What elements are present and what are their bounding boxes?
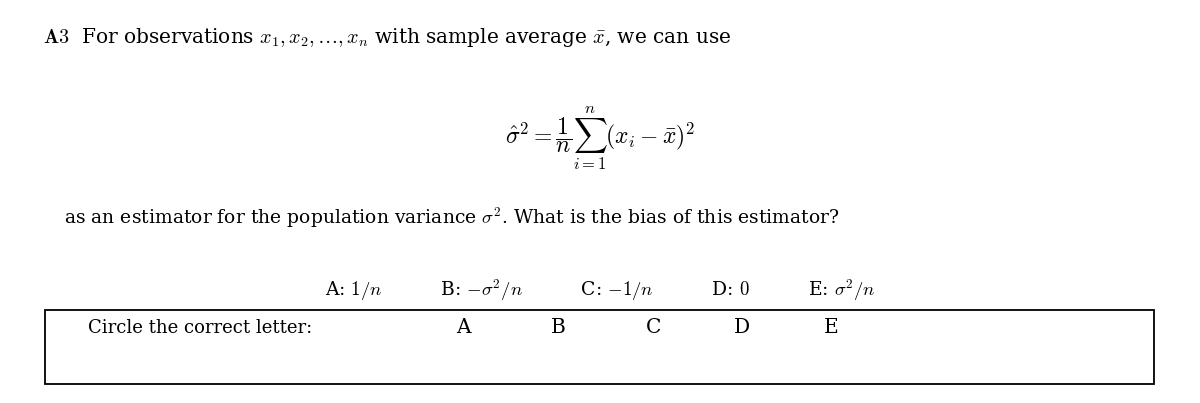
Text: Circle the correct letter:: Circle the correct letter: bbox=[88, 319, 312, 337]
Text: B: B bbox=[551, 318, 566, 337]
FancyBboxPatch shape bbox=[44, 310, 1154, 384]
Text: A: $1/n$          B: $-\sigma^2/n$          C: $-1/n$          D: $0$          E: A: $1/n$ B: $-\sigma^2/n$ C: $-1/n$ D: $… bbox=[325, 277, 875, 303]
Text: E: E bbox=[824, 318, 839, 337]
Text: $\hat{\sigma}^2 = \dfrac{1}{n}\sum_{i=1}^{n}(x_i - \bar{x})^2$: $\hat{\sigma}^2 = \dfrac{1}{n}\sum_{i=1}… bbox=[505, 104, 695, 172]
Text: C: C bbox=[646, 318, 661, 337]
Text: $\mathbf{A3}$  For observations $x_1, x_2, \ldots, x_n$ with sample average $\ba: $\mathbf{A3}$ For observations $x_1, x_2… bbox=[42, 27, 731, 50]
Text: as an estimator for the population variance $\sigma^2$. What is the bias of this: as an estimator for the population varia… bbox=[64, 206, 840, 231]
Text: D: D bbox=[734, 318, 750, 337]
Text: A: A bbox=[456, 318, 470, 337]
